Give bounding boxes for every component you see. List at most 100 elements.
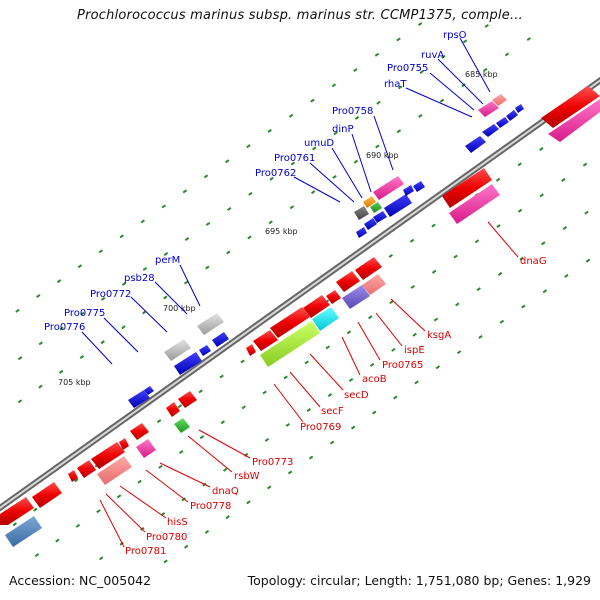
scale-tick [562,225,568,231]
scale-tick [225,159,230,164]
gene-pink-fwd [373,176,404,200]
gene-label-hiss: hisS [167,517,188,528]
gene-blue-fwd [373,211,387,223]
scale-tick [220,420,225,425]
gene-gray-fwd [164,339,191,361]
gene-salmon-fwd [492,94,507,106]
scale-tick [409,238,415,243]
scale-tick [247,235,252,240]
scale-tick [478,334,483,339]
scale-tick [331,83,337,88]
gene-red-rev [355,257,382,280]
scale-tick [504,52,510,57]
scale-tick [33,507,38,512]
scale-tick [203,174,209,179]
gene-pink-rev [548,99,600,142]
scale-tick [290,161,296,166]
scale-tick [396,129,402,134]
gene-blue-fwd [515,104,524,113]
scale-tick [226,250,231,255]
marker-690: 690 kbp [366,151,399,160]
scale-tick [499,319,505,324]
scale-tick [397,85,403,90]
scale-tick [59,326,64,331]
scale-tick [34,553,40,558]
gene-label-pro0780: Pro0780 [146,532,187,543]
forward-leaders [81,37,491,365]
scale-tick [79,354,85,360]
scale-tick [121,281,127,286]
gene-label-secd: secD [344,390,369,401]
scale-tick [15,308,20,313]
scale-tick [455,302,460,307]
scale-tick [333,131,338,136]
scale-tick [205,265,210,270]
gene-label-pro0765: Pro0765 [382,360,423,371]
scale-tick [372,410,377,415]
gene-red-rev [246,344,256,356]
scale-tick [264,437,270,442]
scale-tick [348,377,354,382]
scale-tick [163,251,169,257]
scale-tick [561,177,566,183]
scale-tick [431,223,436,228]
scale-tick [311,190,316,195]
scale-tick [198,389,203,394]
scale-tick [462,39,468,44]
scale-tick [418,22,423,27]
scale-tick [142,266,148,271]
scale-tick [140,219,145,224]
scale-tick [205,221,211,226]
scale-tick [248,191,253,196]
scale-tick [419,70,424,75]
gene-red-rev [442,168,492,208]
scale-tick [12,522,17,527]
gene-red-rev [166,402,180,417]
scale-tick [262,390,267,395]
gene-red-rev [0,497,34,525]
gene-pink-rev [136,439,156,458]
marker-685: 685 kbp [465,70,498,79]
gene-label-pro0762: Pro0762 [255,168,296,179]
gene-blue-fwd [364,218,377,230]
scale-tick [156,419,162,424]
scale-tick [519,256,524,261]
scale-tick [58,369,64,374]
scale-tick [181,497,186,502]
scale-tick [542,289,548,294]
gene-red-rev [336,271,360,292]
scale-tick [306,407,312,413]
scale-tick [99,556,104,561]
scale-tick [388,253,393,258]
gene-label-pro0781: Pro0781 [125,546,166,557]
gene-red-rev [91,442,125,469]
gene-red-rev [130,423,149,440]
gene-label-dinp: dinP [332,124,354,135]
scale-tick [354,115,360,120]
scale-tick [158,464,163,469]
scale-tick [329,440,335,445]
gene-cyan-rev [312,307,339,331]
scale-tick [177,404,183,409]
scale-tick [246,144,251,149]
gene-steel-rev [5,516,42,547]
gene-blue-fwd [144,386,154,395]
scale-tick [184,237,190,241]
gene-label-pro0769: Pro0769 [300,422,341,433]
scale-tick [327,392,333,398]
scale-tick [585,258,591,263]
gene-red-rev [119,438,129,450]
scale-tick [75,523,81,528]
scale-tick [332,174,337,179]
scale-tick [539,193,544,198]
scale-tick [80,311,85,316]
scale-tick [484,23,489,28]
scale-tick [526,37,531,42]
scale-tick [283,375,288,380]
scale-tick [178,450,184,455]
map-title: Prochlorococcus marinus subsp. marinus s… [77,8,523,23]
scale-tick [17,399,23,404]
gene-blue-fwd [496,117,509,128]
gene-red-rev [303,295,330,318]
